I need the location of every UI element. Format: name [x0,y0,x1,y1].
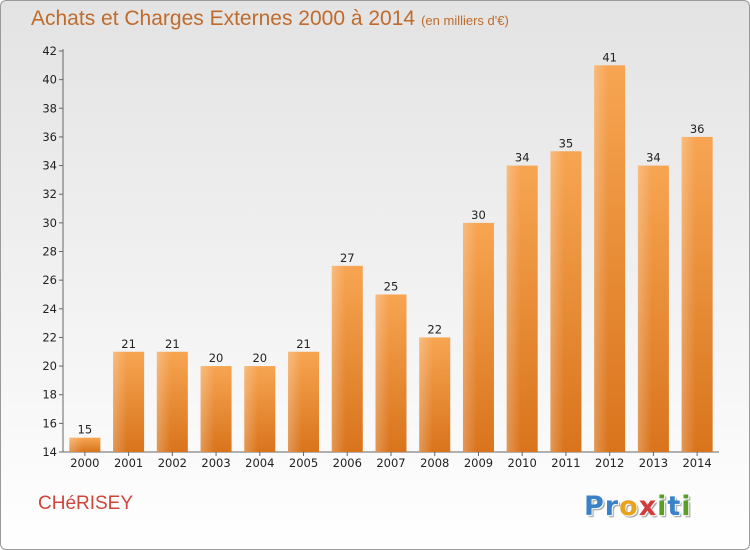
x-tick-label: 2010 [508,456,537,470]
chart-subtitle: (en milliers d'€) [421,13,509,28]
bar-highlight [594,65,609,453]
value-label-2012: 41 [602,50,617,64]
y-tick-label: 28 [42,245,57,259]
logo-letter: o [619,491,639,522]
value-label-2002: 21 [165,337,180,351]
bar-highlight [375,294,390,452]
x-tick-label: 2013 [639,456,668,470]
y-tick-label: 32 [42,187,57,201]
logo-letter: x [638,491,658,522]
x-tick-label: 2014 [682,456,711,470]
proxiti-logo[interactable]: Proxiti [584,491,692,522]
logo-letter: t [667,491,682,522]
value-label-2006: 27 [340,251,355,265]
x-tick-label: 2012 [595,456,624,470]
x-tick-label: 2001 [114,456,143,470]
bar-highlight [288,351,302,452]
x-tick-label: 2000 [70,456,99,470]
bar-highlight [637,165,652,453]
bar-highlight [69,437,84,452]
y-tick-label: 40 [42,73,57,87]
x-tick-label: 2008 [420,456,449,470]
commune-name: CHéRISEY [38,493,134,514]
chart-title: Achats et Charges Externes 2000 à 2014 (e… [31,7,509,31]
bars [69,65,713,453]
x-tick-label: 2009 [464,456,493,470]
y-tick-label: 18 [42,388,57,402]
y-tick-label: 20 [42,359,57,373]
y-tick-label: 24 [42,302,57,316]
bar-highlight [419,337,434,452]
value-label-2004: 20 [252,351,267,365]
value-label-2005: 21 [296,337,311,351]
bar-highlight [244,366,259,452]
x-tick-label: 2006 [333,456,362,470]
bar-highlight [331,265,346,452]
value-labels: 15 21 21 20 20 21 27 25 22 30 34 35 41 34 36 [78,50,705,436]
logo-letter: P [584,491,605,522]
y-tick-label: 14 [42,445,57,459]
y-axis: 14 16 18 20 22 24 26 28 30 32 34 36 38 40 42 [42,44,64,459]
value-label-2008: 22 [427,322,442,336]
logo-letter: i [657,491,668,522]
value-label-2001: 21 [121,337,136,351]
bar-highlight [681,136,696,452]
chart-title-text: Achats et Charges Externes 2000 à 2014 [31,7,416,30]
x-axis: 2000 2001 2002 2003 2004 2005 2006 2007 2008 2009… [63,451,719,470]
bar-highlight [550,151,565,452]
y-tick-label: 38 [42,101,57,115]
bar-highlight [156,351,171,452]
bar-highlight [506,165,521,453]
x-tick-label: 2004 [245,456,274,470]
y-tick-label: 42 [42,44,57,58]
bar-highlight [113,351,128,452]
y-tick-label: 16 [42,416,57,430]
y-tick-label: 26 [42,273,57,287]
value-label-2007: 25 [384,279,399,293]
x-tick-label: 2003 [201,456,230,470]
value-label-2011: 35 [559,136,574,150]
logo-letter: r [604,491,620,522]
y-tick-label: 36 [42,130,57,144]
value-label-2003: 20 [209,351,224,365]
value-label-2013: 34 [646,151,661,165]
value-label-2009: 30 [471,208,486,222]
y-tick-label: 22 [42,330,57,344]
logo-letter: i [681,491,692,522]
value-label-2014: 36 [690,122,705,136]
bar-highlight [200,366,215,452]
y-tick-label: 34 [42,159,57,173]
value-label-2000: 15 [78,423,93,437]
value-label-2010: 34 [515,151,530,165]
x-tick-label: 2007 [376,456,405,470]
x-tick-label: 2011 [551,456,580,470]
x-tick-label: 2002 [158,456,187,470]
bar-highlight [462,222,477,452]
y-tick-label: 30 [42,216,57,230]
x-tick-label: 2005 [289,456,318,470]
